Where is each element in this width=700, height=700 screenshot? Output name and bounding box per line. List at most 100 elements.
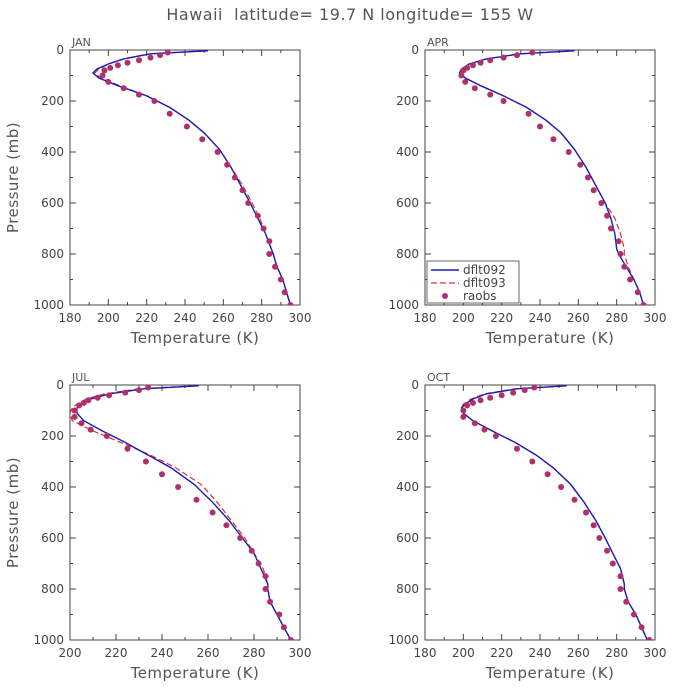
raobs-point xyxy=(80,399,87,406)
raobs-point xyxy=(621,263,628,270)
raobs-point xyxy=(590,522,597,529)
x-tick-label: 180 xyxy=(59,311,82,325)
raobs-point xyxy=(492,433,499,439)
raobs-point xyxy=(281,289,288,296)
y-tick-label: 0 xyxy=(411,378,419,392)
raobs-point xyxy=(531,385,538,391)
series-line-dflt093 xyxy=(70,385,292,640)
plot-area xyxy=(460,385,653,640)
y-tick-label: 400 xyxy=(396,145,419,159)
panel-oct: OCT 180 200 220 240 260 280 300 0 200 400 600 800 100… xyxy=(388,371,666,682)
raobs-point xyxy=(157,52,164,59)
x-tick-label: 220 xyxy=(490,646,513,660)
x-tick-label: 260 xyxy=(197,646,220,660)
raobs-point xyxy=(617,251,624,257)
legend-label: dflt092 xyxy=(463,263,506,277)
raobs-point xyxy=(646,637,653,640)
x-tick-label: 260 xyxy=(212,311,235,325)
raobs-point xyxy=(607,225,614,232)
raobs-point xyxy=(460,413,467,420)
y-tick-label: 200 xyxy=(41,429,64,443)
raobs-point xyxy=(103,433,110,439)
raobs-point xyxy=(71,413,78,420)
raobs-point xyxy=(617,586,624,592)
raobs-point xyxy=(272,263,279,270)
y-tick-label: 1000 xyxy=(388,298,419,312)
raobs-point xyxy=(106,392,113,399)
x-tick-label: 260 xyxy=(567,311,590,325)
plot-area xyxy=(91,50,294,305)
raobs-point xyxy=(224,161,231,168)
legend-label: dflt093 xyxy=(463,276,506,290)
y-tick-label: 1000 xyxy=(33,633,64,647)
raobs-point xyxy=(262,573,269,580)
x-tick-label: 220 xyxy=(490,311,513,325)
raobs-point xyxy=(584,174,591,181)
y-tick-label: 600 xyxy=(41,531,64,545)
raobs-point xyxy=(248,547,255,554)
raobs-point xyxy=(260,225,267,232)
raobs-point xyxy=(87,426,94,433)
series-line-dflt092 xyxy=(91,50,292,305)
raobs-point xyxy=(550,136,557,143)
raobs-point xyxy=(464,402,471,409)
y-axis-label: Pressure (mb) xyxy=(4,457,22,568)
raobs-point xyxy=(122,389,129,396)
raobs-point xyxy=(565,149,572,155)
x-tick-label: 240 xyxy=(529,646,552,660)
raobs-point xyxy=(471,420,478,427)
raobs-point xyxy=(199,136,206,143)
raobs-point xyxy=(277,276,284,283)
y-tick-label: 800 xyxy=(41,247,64,261)
raobs-point xyxy=(237,535,244,541)
raobs-point xyxy=(590,187,597,194)
raobs-point xyxy=(604,547,611,554)
raobs-point xyxy=(525,110,532,117)
x-tick-label: 280 xyxy=(605,646,628,660)
series-line-dflt093 xyxy=(460,385,648,640)
series-line-dflt092 xyxy=(76,385,292,640)
raobs-point xyxy=(280,624,287,631)
y-tick-label: 600 xyxy=(41,196,64,210)
raobs-point xyxy=(76,402,83,409)
raobs-point xyxy=(487,57,494,64)
raobs-point xyxy=(147,54,154,61)
raobs-point xyxy=(544,471,551,478)
x-tick-label: 280 xyxy=(605,311,628,325)
raobs-point xyxy=(469,62,476,69)
raobs-point xyxy=(462,78,469,85)
x-tick-label: 300 xyxy=(289,311,312,325)
raobs-point xyxy=(498,392,505,399)
raobs-point xyxy=(136,57,142,64)
raobs-point xyxy=(514,52,520,59)
y-tick-label: 1000 xyxy=(33,298,64,312)
y-tick-label: 800 xyxy=(41,582,64,596)
raobs-point xyxy=(287,637,294,640)
raobs-point xyxy=(460,407,467,414)
raobs-point xyxy=(266,251,273,257)
raobs-point xyxy=(634,289,641,296)
raobs-point xyxy=(615,238,622,245)
raobs-point xyxy=(287,302,294,305)
raobs-point xyxy=(510,389,517,396)
raobs-point xyxy=(276,611,283,618)
y-tick-label: 200 xyxy=(41,94,64,108)
raobs-point xyxy=(477,397,484,404)
plot-area xyxy=(70,385,294,640)
plot-frame xyxy=(69,384,301,641)
raobs-point xyxy=(267,598,274,605)
x-tick-label: 200 xyxy=(452,646,475,660)
raobs-point xyxy=(537,123,543,130)
raobs-point xyxy=(471,85,478,92)
raobs-point xyxy=(640,302,647,305)
y-tick-label: 400 xyxy=(396,480,419,494)
y-tick-label: 200 xyxy=(396,429,419,443)
y-tick-label: 600 xyxy=(396,196,419,210)
raobs-point xyxy=(500,98,507,104)
x-tick-label: 220 xyxy=(105,646,128,660)
x-tick-label: 240 xyxy=(151,646,174,660)
x-axis-label: Temperature (K) xyxy=(485,664,615,682)
series-line-dflt092 xyxy=(460,385,648,640)
raobs-point xyxy=(136,387,142,394)
